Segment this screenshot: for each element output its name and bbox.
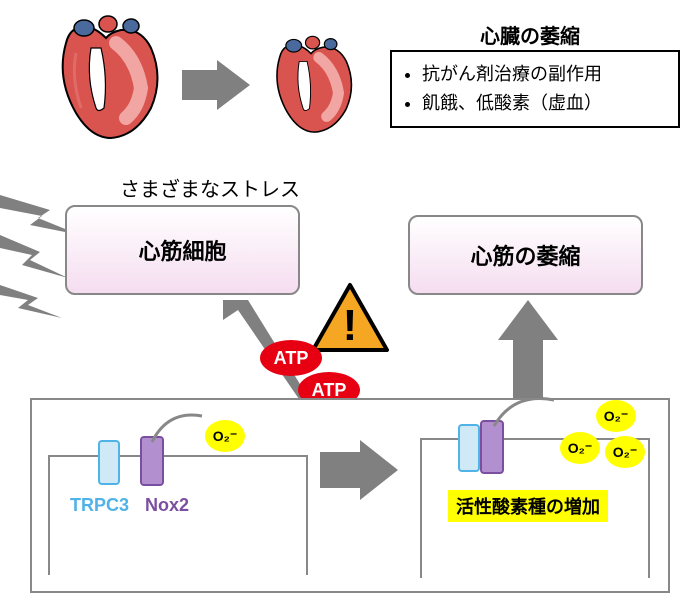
title-box: 抗がん剤治療の副作用 飢餓、低酸素（虚血）	[390, 50, 680, 128]
bullet-2: 飢餓、低酸素（虚血）	[422, 89, 668, 118]
arrow-up	[498, 300, 558, 405]
cell-box2-label: 心筋の萎縮	[470, 239, 580, 271]
atp-1: ATP	[260, 340, 322, 376]
bullet-1: 抗がん剤治療の副作用	[422, 60, 668, 89]
trpc3-label: TRPC3	[70, 495, 129, 516]
heart-small	[256, 30, 366, 145]
stress-label: さまざまなストレス	[120, 173, 300, 202]
cell-box1-label: 心筋細胞	[138, 234, 226, 266]
o2-r3: O₂⁻	[605, 436, 645, 468]
o2-r1: O₂⁻	[596, 400, 636, 432]
svg-text:!: !	[343, 301, 358, 350]
nox2-label: Nox2	[145, 495, 189, 516]
cell-box-atrophy: 心筋の萎縮	[408, 215, 643, 295]
nox2-left-tail	[150, 410, 210, 455]
title-heading: 心臓の萎縮	[480, 20, 580, 49]
heart-large	[36, 8, 176, 153]
trpc3-left	[98, 440, 120, 485]
o2-r2: O₂⁻	[560, 432, 600, 464]
o2-left-label: O₂⁻	[213, 428, 238, 445]
atp-1-label: ATP	[274, 348, 309, 369]
o2-left: O₂⁻	[205, 420, 245, 452]
trpc3-right	[458, 424, 480, 472]
ros-label: 活性酸素種の増加	[448, 490, 608, 522]
cell-box-cardiomyocyte: 心筋細胞	[65, 205, 300, 295]
arrow-heart-shrink	[182, 60, 252, 115]
arrow-middle	[320, 440, 400, 505]
warning-triangle: !	[310, 282, 390, 359]
